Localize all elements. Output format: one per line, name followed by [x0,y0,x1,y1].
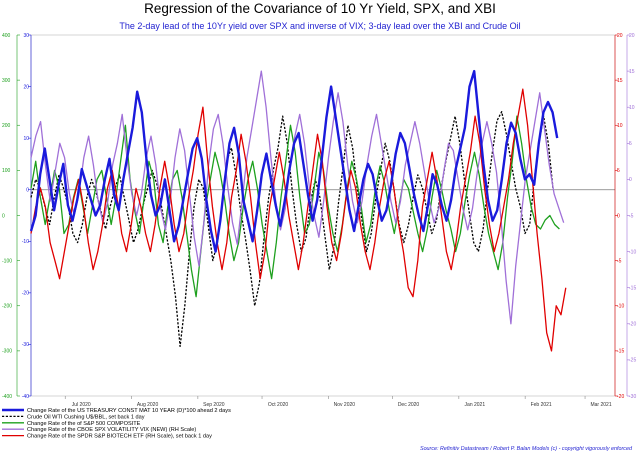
blue-tick-label: -30 [22,342,29,348]
red-tick-label: -15 [617,349,624,355]
blue-tick-label: 30 [23,33,29,39]
series-line [30,111,554,348]
x-tick-label: Sep 2020 [203,402,225,408]
red-tick-label: -5 [617,258,622,264]
green-tick-label: 200 [2,123,11,129]
series-line [30,115,560,298]
axes: Jul 2020 Aug 2020 Sep 2020 Oct 2020 Nov 2020… [2,33,636,408]
series-line [30,88,567,352]
legend-label: Change Rate of the of S&P 500 COMPOSITE [27,421,141,427]
x-tick-label: Aug 2020 [137,402,159,408]
plot-frame [30,34,616,397]
legend-label: Change Rate of the SPDR S&P BIOTECH ETF … [27,434,212,440]
blue-tick-label: -20 [22,291,29,297]
blue-tick-label: 20 [23,84,29,90]
legend-label: Crude Oil WTI Cushing U$/BBL, set back 1… [27,414,145,420]
green-tick-label: -200 [2,304,12,310]
x-tick-label: Oct 2020 [268,402,289,408]
red-tick-label: 10 [617,123,623,129]
purple-tick-label: 15 [629,69,635,75]
purple-tick-label: -15 [629,286,636,292]
purple-tick-label: 20 [629,33,635,39]
red-tick-label: 5 [617,168,620,174]
legend: Change Rate of the US TREASURY CONST MAT… [2,408,231,440]
blue-tick-label: -10 [22,239,29,245]
x-tick-label: Feb 2021 [531,402,552,408]
x-tick-label: Mar 2021 [590,402,611,408]
blue-tick-label: 0 [26,188,29,194]
purple-tick-label: 0 [629,177,632,183]
green-tick-label: -300 [2,349,12,355]
purple-tick-label: -25 [629,358,636,364]
x-tick-label: Dec 2020 [398,402,420,408]
chart-title: Regression of the Covariance of 10 Yr Yi… [144,1,496,16]
blue-tick-label: -40 [22,394,29,400]
red-tick-label: -20 [617,394,624,400]
red-tick-label: 15 [617,78,623,84]
legend-label: Change Rate of the CBOE SPX VOLATILITY V… [27,427,196,433]
green-tick-label: -400 [2,394,12,400]
source-note: Source: Refinitiv Datastream / Robert P.… [420,446,633,452]
series-line [30,70,565,325]
green-tick-label: 0 [2,213,5,219]
red-tick-label: 20 [617,33,623,39]
green-tick-label: -100 [2,258,12,264]
purple-tick-label: -5 [629,213,634,219]
series [29,69,567,352]
legend-label: Change Rate of the US TREASURY CONST MAT… [27,408,231,414]
red-tick-label: -10 [617,304,624,310]
purple-tick-label: -20 [629,322,636,328]
purple-tick-label: -10 [629,249,636,255]
purple-tick-label: -30 [629,394,636,400]
chart-subtitle: The 2-day lead of the 10Yr yield over SP… [119,21,520,31]
green-tick-label: 400 [2,33,11,39]
series-line [29,69,559,253]
green-tick-label: 100 [2,168,11,174]
purple-tick-label: 10 [629,105,635,111]
green-tick-label: 300 [2,78,11,84]
x-tick-label: Jul 2020 [72,402,91,408]
red-tick-label: 0 [617,213,620,219]
blue-tick-label: 10 [23,136,29,142]
x-tick-label: Jan 2021 [465,402,486,408]
x-tick-label: Nov 2020 [334,402,356,408]
purple-tick-label: 5 [629,141,632,147]
